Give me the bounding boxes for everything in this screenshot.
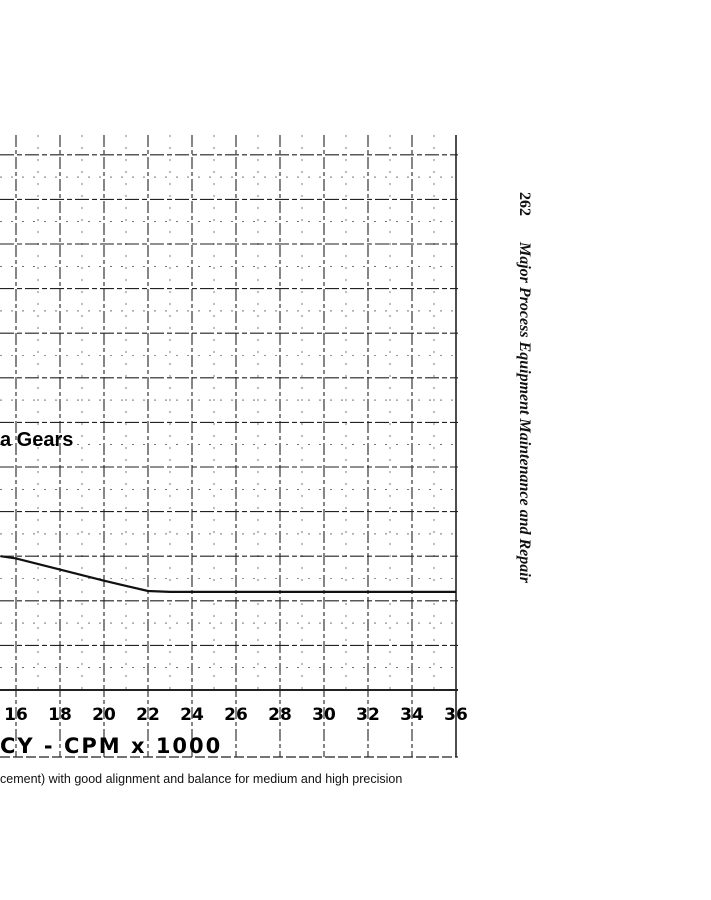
- figure-caption: cement) with good alignment and balance …: [0, 772, 403, 786]
- x-tick-label: 22: [136, 705, 160, 725]
- x-tick-label: 34: [400, 705, 424, 725]
- running-header: 262 Major Process Equipment Maintenance …: [515, 192, 533, 583]
- page-number: 262: [516, 192, 533, 216]
- book-title: Major Process Equipment Maintenance and …: [516, 242, 533, 583]
- x-tick-label: 20: [92, 705, 116, 725]
- x-tick-label: 30: [312, 705, 336, 725]
- x-tick-label: 16: [4, 705, 28, 725]
- x-tick-label: 32: [356, 705, 380, 725]
- series-line-gears: [0, 555, 456, 593]
- grid: [0, 135, 458, 758]
- x-tick-label: 18: [48, 705, 72, 725]
- x-axis-label: CY - CPM x 1000: [0, 734, 222, 758]
- x-tick-label: 26: [224, 705, 248, 725]
- x-tick-labels: 16 18 20 22 24 26 28 30 32 34 36: [4, 705, 468, 725]
- series-label: a Gears: [0, 429, 73, 451]
- x-tick-label: 28: [268, 705, 292, 725]
- x-tick-label: 24: [180, 705, 204, 725]
- x-tick-label: 36: [444, 705, 468, 725]
